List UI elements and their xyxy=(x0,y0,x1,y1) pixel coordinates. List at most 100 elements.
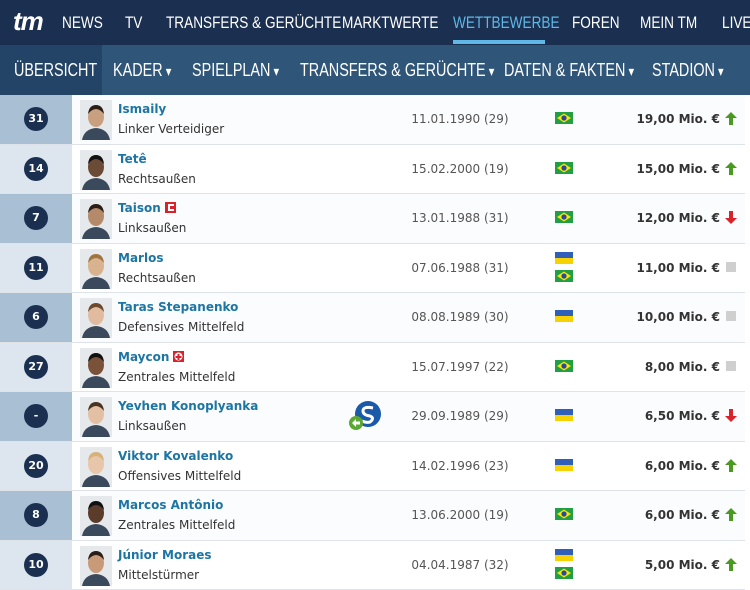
no-change xyxy=(726,311,736,321)
player-photo xyxy=(80,496,112,536)
player-position: Offensives Mittelfeld xyxy=(118,468,242,483)
photo-body xyxy=(82,375,110,388)
active-tab xyxy=(0,45,102,95)
shirt-number: 10 xyxy=(24,552,48,577)
nationality-flag xyxy=(555,566,573,579)
nav-item[interactable]: NEWS xyxy=(62,13,103,32)
player-position: Zentrales Mittelfeld xyxy=(118,369,236,384)
number-cell: 11 xyxy=(0,243,72,292)
nav-item[interactable]: LIVE xyxy=(722,13,750,32)
number-cell: 10 xyxy=(0,540,72,589)
nationality-flag xyxy=(555,211,573,223)
arrow-up xyxy=(725,557,737,571)
player-name[interactable]: Júnior Moraes xyxy=(118,547,212,562)
nav-item[interactable]: MEIN TM xyxy=(640,13,698,32)
player-name[interactable]: Marlos xyxy=(118,250,164,265)
player-photo xyxy=(80,199,112,239)
market-value[interactable]: 6,50 Mio. € xyxy=(644,409,720,423)
photo-hair xyxy=(88,352,104,362)
number-cell: 7 xyxy=(0,194,72,243)
sub-nav: ÜBERSICHT KADER SPIELPLAN TRANSFERS & GERÜC… xyxy=(0,45,750,95)
subnav-item[interactable]: ÜBERSICHT xyxy=(14,60,98,80)
player-row: 14 Tetê Rechtsaußen 15.02.2000 (19) 15,00 Mi… xyxy=(0,144,745,194)
nav-item[interactable]: TRANSFERS & GERÜCHTE xyxy=(166,13,342,32)
nav-item[interactable]: FOREN xyxy=(572,13,620,32)
status-icon xyxy=(165,202,176,213)
nationality-flag xyxy=(555,409,573,421)
player-name[interactable]: Tetê xyxy=(118,151,147,166)
market-value[interactable]: 15,00 Mio. € xyxy=(636,161,720,176)
number-cell: 31 xyxy=(0,95,72,144)
player-photo xyxy=(80,248,112,289)
photo-face xyxy=(88,206,104,226)
club-s xyxy=(361,405,374,424)
nationality-flag xyxy=(555,310,573,322)
market-value[interactable]: 19,00 Mio. € xyxy=(636,112,720,126)
shirt-number: 8 xyxy=(24,503,48,527)
player-position: Linksaußen xyxy=(118,419,187,433)
photo-face xyxy=(88,354,104,375)
flag-top xyxy=(555,310,573,316)
value-trend xyxy=(725,409,737,422)
shirt-number: 14 xyxy=(24,156,48,181)
logo[interactable]: tm xyxy=(13,6,44,36)
player-name[interactable]: Marcos Antônio xyxy=(118,498,224,512)
market-value[interactable]: 12,00 Mio. € xyxy=(636,211,720,225)
flag-globe xyxy=(561,569,567,576)
number-cell: 20 xyxy=(0,441,72,490)
photo-body xyxy=(82,573,110,586)
photo-hair xyxy=(88,550,104,560)
arrow-down xyxy=(725,211,737,224)
value-trend xyxy=(725,508,737,521)
player-name[interactable]: Yevhen Konoplyanka xyxy=(118,399,259,413)
number-cell: 6 xyxy=(0,293,72,342)
nationality-flag xyxy=(555,161,573,174)
no-change xyxy=(726,261,736,272)
subnav-item[interactable]: STADION xyxy=(652,60,724,81)
birth-date: 15.07.1997 (22) xyxy=(411,359,509,374)
player-name[interactable]: Taison xyxy=(118,201,161,215)
value-trend xyxy=(725,211,737,224)
market-value[interactable]: 6,00 Mio. € xyxy=(644,458,720,473)
player-position: Rechtsaußen xyxy=(118,171,196,186)
market-value[interactable]: 10,00 Mio. € xyxy=(636,310,720,324)
player-position: Mittelstürmer xyxy=(118,567,200,582)
flag-globe xyxy=(561,272,567,279)
nav-item[interactable]: TV xyxy=(125,13,143,32)
no-change xyxy=(726,360,736,371)
photo-face xyxy=(88,305,104,325)
top-nav: tm NEWS TV TRANSFERS & GERÜCHTE MARKTWERTE W… xyxy=(0,0,750,45)
shirt-number: 7 xyxy=(24,206,48,230)
flag-globe xyxy=(561,214,567,220)
subnav-item[interactable]: TRANSFERS & GERÜCHTE xyxy=(300,60,494,81)
arrow-up xyxy=(725,161,737,175)
flag-bottom xyxy=(555,464,573,471)
subnav-item[interactable]: SPIELPLAN xyxy=(192,60,279,81)
nav-item[interactable]: MARKTWERTE xyxy=(342,13,439,32)
birth-date: 15.02.2000 (19) xyxy=(411,161,509,176)
subnav-item[interactable]: KADER xyxy=(113,60,171,81)
nav-item[interactable]: WETTBEWERBE xyxy=(453,13,560,32)
market-value[interactable]: 5,00 Mio. € xyxy=(644,557,720,572)
number-cell: 8 xyxy=(0,491,72,540)
player-name[interactable]: Taras Stepanenko xyxy=(118,300,239,314)
market-value[interactable]: 11,00 Mio. € xyxy=(636,260,720,275)
photo-hair xyxy=(88,204,104,213)
player-name[interactable]: Ismaily xyxy=(118,102,167,116)
photo-body xyxy=(82,177,110,190)
player-name[interactable]: Maycon xyxy=(118,349,170,364)
flag-globe xyxy=(561,511,567,517)
value-trend xyxy=(726,360,736,371)
photo-face xyxy=(88,404,104,424)
subnav-item[interactable]: DATEN & FAKTEN xyxy=(504,60,634,81)
loan-arrow xyxy=(352,419,360,427)
photo-face xyxy=(88,552,104,573)
player-name[interactable]: Viktor Kovalenko xyxy=(118,448,234,463)
photo-face xyxy=(88,107,104,127)
market-value[interactable]: 6,00 Mio. € xyxy=(644,508,720,522)
shirt-number: 27 xyxy=(24,354,48,379)
flag-bottom xyxy=(555,415,573,421)
market-value[interactable]: 8,00 Mio. € xyxy=(644,359,720,374)
photo-body xyxy=(82,326,110,338)
